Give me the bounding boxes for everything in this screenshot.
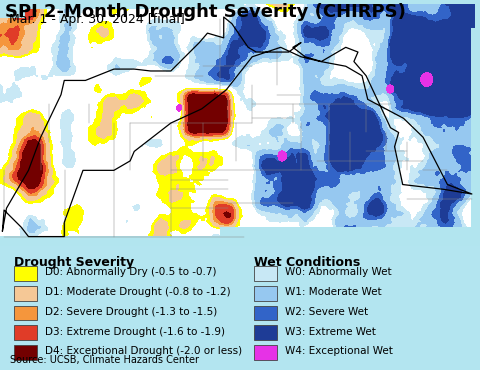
Text: W4: Exceptional Wet: W4: Exceptional Wet — [285, 346, 393, 356]
Text: W0: Abnormally Wet: W0: Abnormally Wet — [285, 267, 391, 277]
Bar — [14, 286, 37, 300]
Text: Drought Severity: Drought Severity — [14, 256, 134, 269]
Bar — [14, 266, 37, 281]
Text: D2: Severe Drought (-1.3 to -1.5): D2: Severe Drought (-1.3 to -1.5) — [45, 307, 217, 317]
Text: Mar. 1 - Apr. 30, 2024 [final]: Mar. 1 - Apr. 30, 2024 [final] — [9, 13, 184, 26]
Bar — [254, 345, 277, 360]
Bar — [14, 306, 37, 320]
Bar — [254, 306, 277, 320]
Bar — [254, 266, 277, 281]
Text: Wet Conditions: Wet Conditions — [254, 256, 360, 269]
Bar — [254, 286, 277, 300]
Text: W1: Moderate Wet: W1: Moderate Wet — [285, 287, 381, 297]
Text: W3: Extreme Wet: W3: Extreme Wet — [285, 327, 375, 337]
Bar — [254, 325, 277, 340]
Text: D1: Moderate Drought (-0.8 to -1.2): D1: Moderate Drought (-0.8 to -1.2) — [45, 287, 230, 297]
Bar — [14, 345, 37, 360]
Text: SPI 2-Month Drought Severity (CHIRPS): SPI 2-Month Drought Severity (CHIRPS) — [5, 3, 406, 21]
Text: D4: Exceptional Drought (-2.0 or less): D4: Exceptional Drought (-2.0 or less) — [45, 346, 242, 356]
Text: D0: Abnormally Dry (-0.5 to -0.7): D0: Abnormally Dry (-0.5 to -0.7) — [45, 267, 216, 277]
Text: W2: Severe Wet: W2: Severe Wet — [285, 307, 368, 317]
Bar — [14, 325, 37, 340]
Text: D3: Extreme Drought (-1.6 to -1.9): D3: Extreme Drought (-1.6 to -1.9) — [45, 327, 225, 337]
Text: Source: UCSB, Climate Hazards Center: Source: UCSB, Climate Hazards Center — [10, 355, 199, 365]
